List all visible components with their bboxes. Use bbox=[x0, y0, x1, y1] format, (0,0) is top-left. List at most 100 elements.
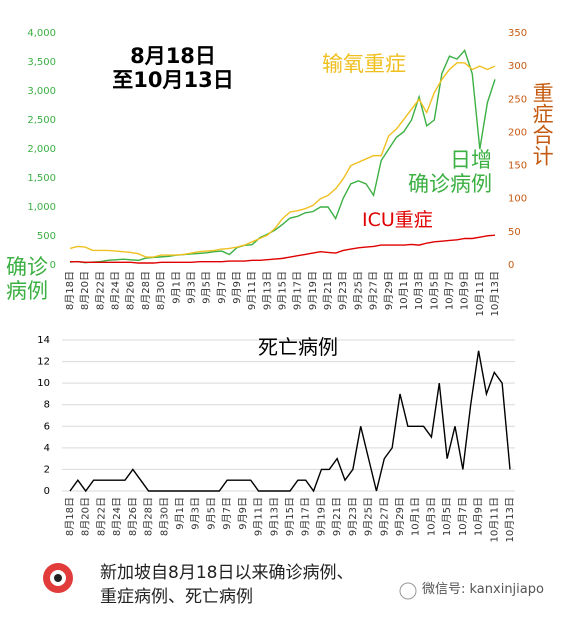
x-tick-label: 8月20日 bbox=[80, 497, 92, 536]
x-tick-label: 10月9日 bbox=[473, 497, 485, 536]
x-tick-label: 8月22日 bbox=[94, 271, 106, 310]
y-tick-label: 10 bbox=[37, 378, 50, 389]
x-tick-label: 9月11日 bbox=[246, 271, 258, 310]
x-tick-label: 8月30日 bbox=[158, 497, 170, 536]
y-tick-label: 0 bbox=[50, 260, 56, 271]
x-tick-label: 9月9日 bbox=[237, 497, 249, 530]
x-tick-label: 9月5日 bbox=[205, 497, 217, 530]
y-tick-label: 12 bbox=[37, 357, 50, 368]
y-tick-label: 6 bbox=[44, 421, 50, 432]
x-tick-label: 9月11日 bbox=[253, 497, 265, 536]
x-tick-label: 10月1日 bbox=[410, 497, 422, 536]
x-tick-label: 9月23日 bbox=[337, 271, 349, 310]
y-tick-label: 1,000 bbox=[27, 202, 56, 213]
logo-dot bbox=[54, 574, 62, 582]
x-tick-label: 8月18日 bbox=[64, 497, 76, 536]
x-tick-label: 9月25日 bbox=[363, 497, 375, 536]
x-tick-label: 9月29日 bbox=[394, 497, 406, 536]
y2-tick-label: 300 bbox=[508, 61, 527, 72]
series-line bbox=[69, 350, 511, 493]
y2-tick-label: 100 bbox=[508, 194, 527, 205]
y-tick-label: 1,500 bbox=[27, 173, 56, 184]
x-tick-label: 8月28日 bbox=[143, 497, 155, 536]
y-tick-label: 8 bbox=[44, 400, 50, 411]
x-tick-label: 9月1日 bbox=[170, 271, 182, 304]
x-tick-label: 10月11日 bbox=[488, 497, 500, 542]
x-tick-label: 8月26日 bbox=[127, 497, 139, 536]
x-tick-label: 8月28日 bbox=[140, 271, 152, 310]
y-tick-label: 4,000 bbox=[27, 28, 56, 39]
x-tick-label: 8月18日 bbox=[64, 271, 76, 310]
x-tick-label: 8月20日 bbox=[79, 271, 91, 310]
x-tick-label: 9月13日 bbox=[261, 271, 273, 310]
caption: 新加坡自8月18日以来确诊病例、 重症病例、死亡病例 bbox=[100, 563, 354, 607]
x-tick-label: 8月24日 bbox=[111, 497, 123, 536]
x-tick-label: 9月7日 bbox=[221, 497, 233, 530]
period-line: 8月18日 bbox=[130, 44, 216, 68]
series-label: 日增 确诊病例 bbox=[408, 148, 492, 197]
x-tick-label: 8月24日 bbox=[110, 271, 122, 310]
y2-tick-label: 250 bbox=[508, 94, 527, 105]
x-tick-label: 9月21日 bbox=[322, 271, 334, 310]
y-tick-label: 3,000 bbox=[27, 86, 56, 97]
y-tick-label: 4 bbox=[44, 443, 50, 454]
period-line: 至10月13日 bbox=[112, 68, 234, 93]
x-tick-label: 9月7日 bbox=[216, 271, 228, 304]
x-tick-label: 9月17日 bbox=[292, 271, 304, 310]
x-tick-label: 10月7日 bbox=[457, 497, 469, 536]
y-tick-label: 0 bbox=[44, 486, 50, 497]
y-tick-label: 3,500 bbox=[27, 57, 56, 68]
x-tick-label: 9月29日 bbox=[383, 271, 395, 310]
y-tick-label: 14 bbox=[37, 335, 50, 346]
y-tick-label: 2,500 bbox=[27, 115, 56, 126]
y-tick-label: 500 bbox=[37, 231, 56, 242]
y2-axis-label: 重症合计 bbox=[530, 82, 555, 166]
x-tick-label: 9月1日 bbox=[174, 497, 186, 530]
x-tick-label: 9月13日 bbox=[268, 497, 280, 536]
x-tick-label: 9月25日 bbox=[352, 271, 364, 310]
x-tick-label: 9月19日 bbox=[315, 497, 327, 536]
series-label: ICU重症 bbox=[362, 209, 433, 231]
x-tick-label: 10月9日 bbox=[459, 271, 471, 310]
y2-tick-label: 200 bbox=[508, 127, 527, 138]
x-tick-label: 10月7日 bbox=[443, 271, 455, 310]
x-tick-label: 9月23日 bbox=[347, 497, 359, 536]
x-tick-label: 9月21日 bbox=[331, 497, 343, 536]
x-tick-label: 9月5日 bbox=[201, 271, 213, 304]
y2-tick-label: 50 bbox=[508, 227, 521, 238]
x-tick-label: 9月15日 bbox=[277, 271, 289, 310]
x-tick-label: 9月27日 bbox=[368, 271, 380, 310]
x-tick-label: 10月11日 bbox=[474, 271, 486, 316]
x-tick-label: 9月3日 bbox=[190, 497, 202, 530]
x-tick-label: 8月30日 bbox=[155, 271, 167, 310]
series-line bbox=[69, 49, 496, 264]
y-tick-label: 2 bbox=[44, 464, 50, 475]
x-tick-label: 9月27日 bbox=[378, 497, 390, 536]
y2-tick-label: 150 bbox=[508, 161, 527, 172]
x-tick-label: 10月13日 bbox=[489, 271, 501, 316]
period-note: 8月18日 至10月13日 bbox=[88, 44, 258, 92]
x-tick-label: 9月15日 bbox=[284, 497, 296, 536]
x-tick-label: 8月26日 bbox=[125, 271, 137, 310]
x-tick-label: 10月3日 bbox=[425, 497, 437, 536]
x-tick-label: 10月5日 bbox=[428, 271, 440, 310]
x-tick-label: 9月9日 bbox=[231, 271, 243, 304]
series-line bbox=[69, 62, 496, 258]
series-label: 输氧重症 bbox=[322, 52, 406, 76]
x-tick-label: 10月3日 bbox=[413, 271, 425, 310]
series-line bbox=[70, 234, 496, 264]
chart-title: 死亡病例 bbox=[258, 335, 338, 359]
y2-tick-label: 0 bbox=[508, 260, 514, 271]
y-axis-label: 确诊 病例 bbox=[6, 255, 48, 304]
x-tick-label: 9月3日 bbox=[185, 271, 197, 304]
x-tick-label: 10月1日 bbox=[398, 271, 410, 310]
x-tick-label: 9月19日 bbox=[307, 271, 319, 310]
wechat-icon bbox=[399, 582, 417, 600]
y2-tick-label: 350 bbox=[508, 28, 527, 39]
x-tick-label: 8月22日 bbox=[95, 497, 107, 536]
x-tick-label: 10月13日 bbox=[504, 497, 516, 542]
watermark: 微信号: kanxinjiapo bbox=[422, 582, 544, 597]
x-tick-label: 9月17日 bbox=[300, 497, 312, 536]
